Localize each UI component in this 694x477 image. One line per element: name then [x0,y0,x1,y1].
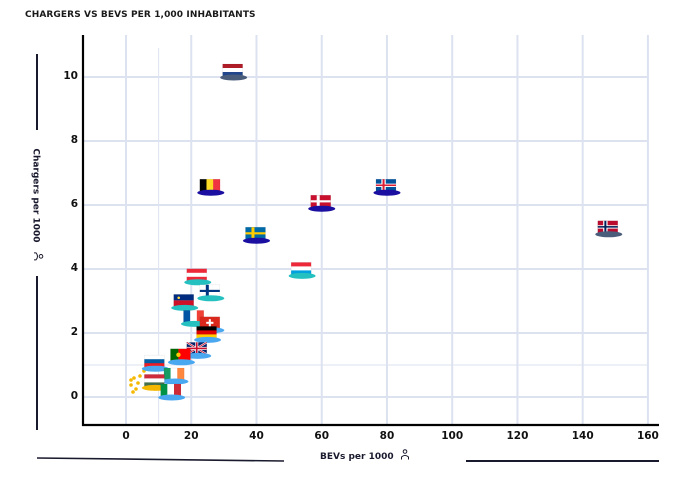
x-tick-label: 120 [506,430,529,442]
germany-flag-icon [196,326,217,339]
x-tick-label: 0 [122,430,130,442]
austria-flag-icon [186,268,208,282]
marker-liechtenstein[interactable] [171,294,199,311]
hat-brim [595,231,623,238]
ireland-flag-icon [163,367,185,381]
y-tick-label: 4 [70,262,78,274]
marker-iceland[interactable] [373,178,401,196]
x-tick-label: 60 [314,430,330,442]
axis-decorations [36,54,659,462]
switzerland-flag-icon [199,316,221,330]
belgium-flag-icon [199,178,221,192]
x-tick-label: 160 [636,430,659,442]
liechtenstein-flag-icon [173,294,195,307]
iceland-flag-icon [375,178,397,192]
hat-brim [197,189,225,196]
x-tick-label: 100 [441,430,464,442]
x-axis-label-text: BEVs per 1000 [320,452,394,462]
y-axis-label: Chargers per 1000 [31,148,44,261]
marker-finland[interactable] [197,284,225,302]
y-tick-label: 10 [63,70,78,82]
y-tick-label: 6 [70,198,78,210]
marker-norway[interactable] [595,220,623,238]
sweden-flag-icon [245,226,266,240]
axes [81,35,659,427]
marker-denmark[interactable] [308,194,336,212]
portugal-flag-icon [170,348,191,362]
hat-brim [194,336,222,343]
netherlands-flag-icon [222,63,243,77]
sparkle-dot [132,376,136,380]
sparkle-dot [129,383,133,387]
denmark-flag-icon [310,194,332,208]
x-tick-label: 140 [571,430,594,442]
y-tick-label: 0 [70,390,78,402]
hat-brim [184,279,212,286]
luxembourg-flag-icon [290,262,312,275]
person-icon [400,449,410,463]
y-tick-label: 8 [70,134,78,146]
hat-brim [158,394,186,401]
marker-sweden[interactable] [242,226,270,244]
sparkle-dot [129,378,133,382]
chart-title: CHARGERS VS BEVS PER 1,000 INHABITANTS [25,10,256,20]
sparkle-dot [131,390,135,394]
x-tick-label: 40 [249,430,264,442]
hat-brim [184,352,212,359]
hat-brim [171,304,199,311]
hat-brim [242,237,270,244]
marker-belgium[interactable] [197,178,225,196]
marker-germany[interactable] [194,326,222,343]
marker-portugal[interactable] [167,348,195,366]
person-icon [31,252,44,262]
hat-brim [308,205,336,212]
sparkle-dot [138,374,142,378]
norway-flag-icon [597,220,619,234]
italy-flag-icon [160,383,181,397]
marker-italy[interactable] [158,383,186,401]
slovenia-flag-icon [144,354,165,368]
hat-brim [197,295,225,302]
markers [129,63,623,401]
hat-brim [288,272,316,279]
sparkle-dot [134,387,138,391]
marker-netherlands[interactable] [220,63,248,81]
x-axis-label: BEVs per 1000 [320,449,410,463]
finland-flag-icon [199,284,221,298]
x-tick-label: 80 [379,430,395,442]
y-tick-label: 2 [70,326,78,338]
hat-brim [161,378,189,385]
x-label-line-left [36,457,285,462]
hat-brim [167,359,195,366]
y-axis-label-text: Chargers per 1000 [30,148,41,243]
marker-slovenia[interactable] [141,354,169,372]
hat-brim [373,189,401,196]
hat-brim [220,74,248,81]
marker-austria[interactable] [184,268,212,286]
marker-luxembourg[interactable] [288,262,316,279]
marker-ireland[interactable] [161,367,189,385]
x-tick-label: 20 [183,430,199,442]
grid-lines [83,35,649,425]
hat-brim [141,365,169,372]
sparkle-dot [136,381,140,385]
